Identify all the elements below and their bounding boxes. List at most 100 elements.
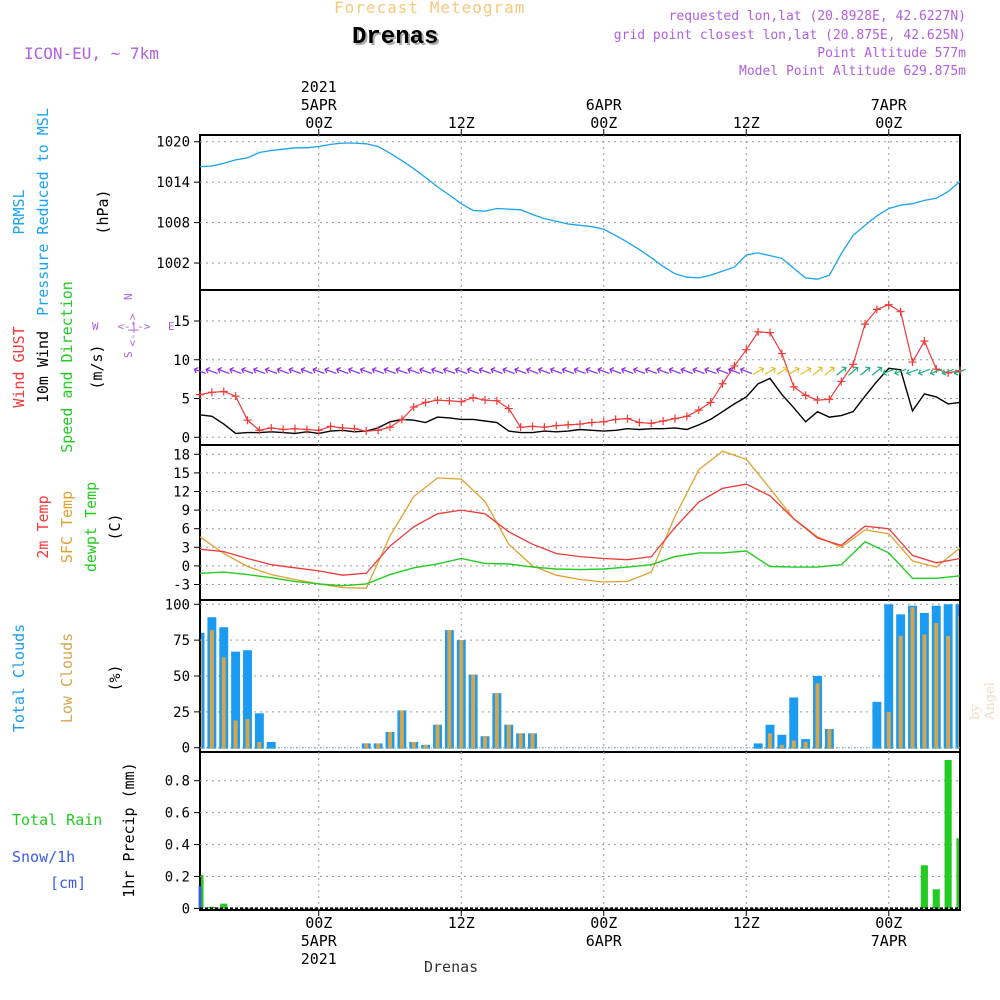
wind-arrow-icon — [692, 366, 705, 374]
wind-arrow-icon — [727, 366, 741, 374]
cloud-bar-low — [387, 731, 393, 749]
pressure-label: PRMSL — [10, 189, 28, 234]
compass-north-label: N — [122, 293, 135, 300]
wind-arrow-icon — [205, 366, 218, 374]
x-tick-label: 7APR — [871, 932, 908, 950]
snow-legend: Snow/1h — [12, 848, 75, 866]
gust-marker — [433, 396, 442, 405]
gust-marker — [896, 307, 905, 316]
x-tick-label: 00Z — [305, 114, 332, 132]
gust-marker — [291, 424, 299, 433]
wind-arrow-icon — [680, 366, 693, 374]
gust-marker — [552, 421, 561, 430]
cloud-bar-total — [266, 741, 276, 749]
wind-unit: (m/s) — [88, 344, 106, 389]
gust-marker — [682, 412, 691, 421]
gust-marker — [694, 406, 703, 415]
cloud-bar-total — [243, 650, 252, 749]
cloud-bar-low — [779, 744, 784, 749]
grid-point: grid point closest lon,lat (20.875E, 42.… — [613, 28, 966, 43]
x-tick-label: 00Z — [305, 914, 332, 932]
gust-marker — [540, 423, 549, 432]
gust-marker — [516, 423, 525, 432]
temp-unit: (C) — [106, 513, 124, 540]
y-tick-label: 10 — [173, 353, 190, 369]
gust-marker — [457, 397, 466, 406]
gust-marker — [861, 320, 869, 329]
pressure-unit: (hPa) — [94, 189, 112, 234]
gust-marker — [766, 328, 774, 337]
wind-arrow-icon — [347, 366, 361, 374]
x-tick-label: 5APR — [301, 932, 338, 950]
y-tick-label: 15 — [173, 314, 190, 330]
cloud-bar-low — [245, 719, 250, 749]
wind-arrow-icon — [537, 366, 551, 374]
wind-arrow-icon — [668, 366, 681, 374]
cloud-bar-low — [898, 635, 903, 749]
cloud-bar-low — [886, 711, 891, 749]
wind-arrow-icon — [776, 366, 788, 375]
cloud-bar-low — [530, 733, 535, 749]
gust-marker — [647, 419, 656, 428]
wind-arrow-icon — [704, 366, 717, 374]
series-line-10m-wind — [199, 367, 961, 435]
gust-marker — [350, 424, 359, 433]
cloud-bar-low — [827, 729, 832, 749]
x-tick-label: 12Z — [733, 914, 760, 932]
gust-marker — [302, 425, 311, 434]
wind-arrow-icon — [478, 366, 491, 374]
x-tick-label: 6APR — [586, 96, 623, 114]
wind-arrow-icon — [300, 366, 313, 374]
wind-arrow-icon — [454, 366, 468, 374]
gust-marker — [409, 403, 418, 412]
x-tick-label: 12Z — [448, 914, 475, 932]
y-tick-label: 12 — [173, 485, 190, 501]
x-tick-label: 00Z — [590, 114, 617, 132]
total-clouds-label: Total Clouds — [10, 624, 28, 732]
gust-marker — [445, 396, 454, 405]
y-tick-label: 0.6 — [165, 806, 190, 822]
gust-marker — [386, 423, 394, 432]
gust-marker — [492, 396, 501, 405]
wind-arrow-icon — [917, 368, 931, 376]
footer-station: Drenas — [424, 958, 479, 976]
requested-point: requested lon,lat (20.8928E, 42.6227N) — [668, 9, 966, 24]
gust-marker — [777, 349, 786, 358]
wind-direction-label: Speed and Direction — [58, 281, 76, 453]
wind-arrow-icon — [716, 366, 729, 374]
cloud-bar-low — [209, 630, 214, 749]
cloud-bar-low — [767, 733, 773, 749]
wind-arrow-icon — [502, 366, 515, 374]
compass-we-arrow-icon: <-|-> — [117, 320, 150, 333]
y-tick-label: 1008 — [156, 216, 190, 232]
panel-frame — [199, 134, 961, 291]
cloud-bar-low — [815, 683, 820, 749]
compass-east-label: E — [168, 320, 175, 333]
y-tick-label: 75 — [173, 633, 190, 649]
gust-marker — [659, 416, 668, 425]
gust-marker — [611, 415, 620, 424]
wind-arrow-icon — [812, 366, 823, 376]
wind-arrow-icon — [788, 366, 800, 375]
cloud-bar-total — [872, 701, 882, 749]
wind-arrow-icon — [549, 366, 563, 374]
snow-unit-legend: [cm] — [50, 874, 86, 892]
cloud-bar-total — [254, 713, 264, 749]
cloud-bar-low — [221, 657, 226, 749]
wind-arrow-icon — [632, 366, 646, 374]
wind-arrow-icon — [644, 366, 658, 374]
gust-marker — [219, 387, 228, 396]
model-name: ICON-EU, ~ 7km — [24, 44, 159, 63]
cloud-bar-low — [201, 638, 203, 749]
gust-marker — [849, 360, 858, 369]
wind-arrow-icon — [739, 366, 753, 374]
cloud-bar-low — [922, 634, 927, 749]
wind-arrow-icon — [906, 368, 919, 376]
wind-arrow-icon — [929, 368, 943, 376]
gust-marker — [837, 377, 846, 386]
cloud-bar-total — [753, 743, 763, 749]
cloud-bar-low — [411, 741, 416, 749]
wind-arrow-icon — [193, 366, 206, 374]
wind-arrow-icon — [871, 366, 883, 376]
cloud-bar-low — [447, 630, 452, 749]
